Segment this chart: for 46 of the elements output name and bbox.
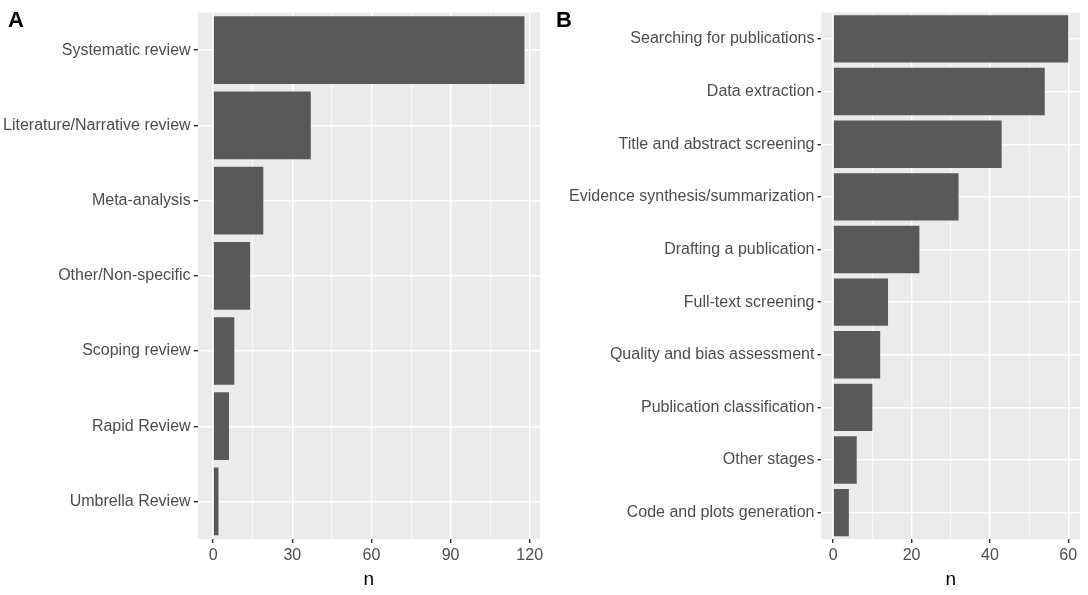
- bar: [833, 278, 889, 326]
- x-tick-label: 90: [441, 546, 460, 564]
- y-tick-label: Umbrella Review: [69, 491, 192, 509]
- x-tick-label: 0: [828, 546, 838, 564]
- bar: [833, 15, 1069, 63]
- x-tick-label: 40: [981, 546, 999, 564]
- x-tick-label: 60: [1059, 546, 1078, 564]
- y-tick-label: Other/Non-specific: [58, 266, 191, 284]
- y-tick-label: Drafting a publication: [664, 239, 815, 257]
- y-tick-label: Evidence synthesis/summarization: [569, 187, 815, 205]
- y-tick-label: Scoping review: [82, 341, 192, 359]
- text: B: [556, 7, 572, 33]
- x-tick-label: 0: [208, 546, 218, 564]
- bar: [213, 241, 251, 310]
- x-axis-title: n: [363, 567, 375, 589]
- bar: [213, 91, 311, 160]
- y-tick-label: Quality and bias assessment: [609, 345, 815, 363]
- bar: [213, 317, 235, 385]
- bar: [213, 166, 264, 235]
- y-tick-label: Literature/Narrative review: [3, 115, 192, 133]
- x-tick-label: 20: [902, 546, 921, 564]
- bar: [213, 16, 525, 85]
- bar: [833, 488, 849, 537]
- y-tick-label: Publication classification: [641, 397, 815, 415]
- bar: [833, 331, 881, 379]
- x-tick-label: 60: [362, 546, 381, 564]
- text: A: [8, 7, 24, 33]
- x-tick-label: 120: [516, 546, 544, 564]
- y-tick-label: Full-text screening: [683, 292, 815, 310]
- bar: [833, 383, 873, 432]
- bar: [833, 120, 1002, 168]
- x-tick-label: 30: [283, 546, 302, 564]
- y-tick-label: Other stages: [722, 450, 815, 468]
- x-axis-title: n: [945, 567, 957, 589]
- bar: [213, 392, 230, 461]
- y-tick-label: Systematic review: [61, 40, 192, 58]
- y-tick-label: Title and abstract screening: [618, 134, 815, 152]
- y-tick-label: Code and plots generation: [626, 503, 815, 521]
- bar: [833, 173, 959, 221]
- y-tick-label: Data extraction: [706, 81, 815, 99]
- y-tick-label: Searching for publications: [630, 29, 815, 47]
- y-tick-label: Meta-analysis: [91, 191, 191, 209]
- bar: [833, 436, 857, 484]
- y-tick-label: Rapid Review: [91, 416, 192, 434]
- bar: [833, 67, 1045, 116]
- bar: [833, 225, 920, 274]
